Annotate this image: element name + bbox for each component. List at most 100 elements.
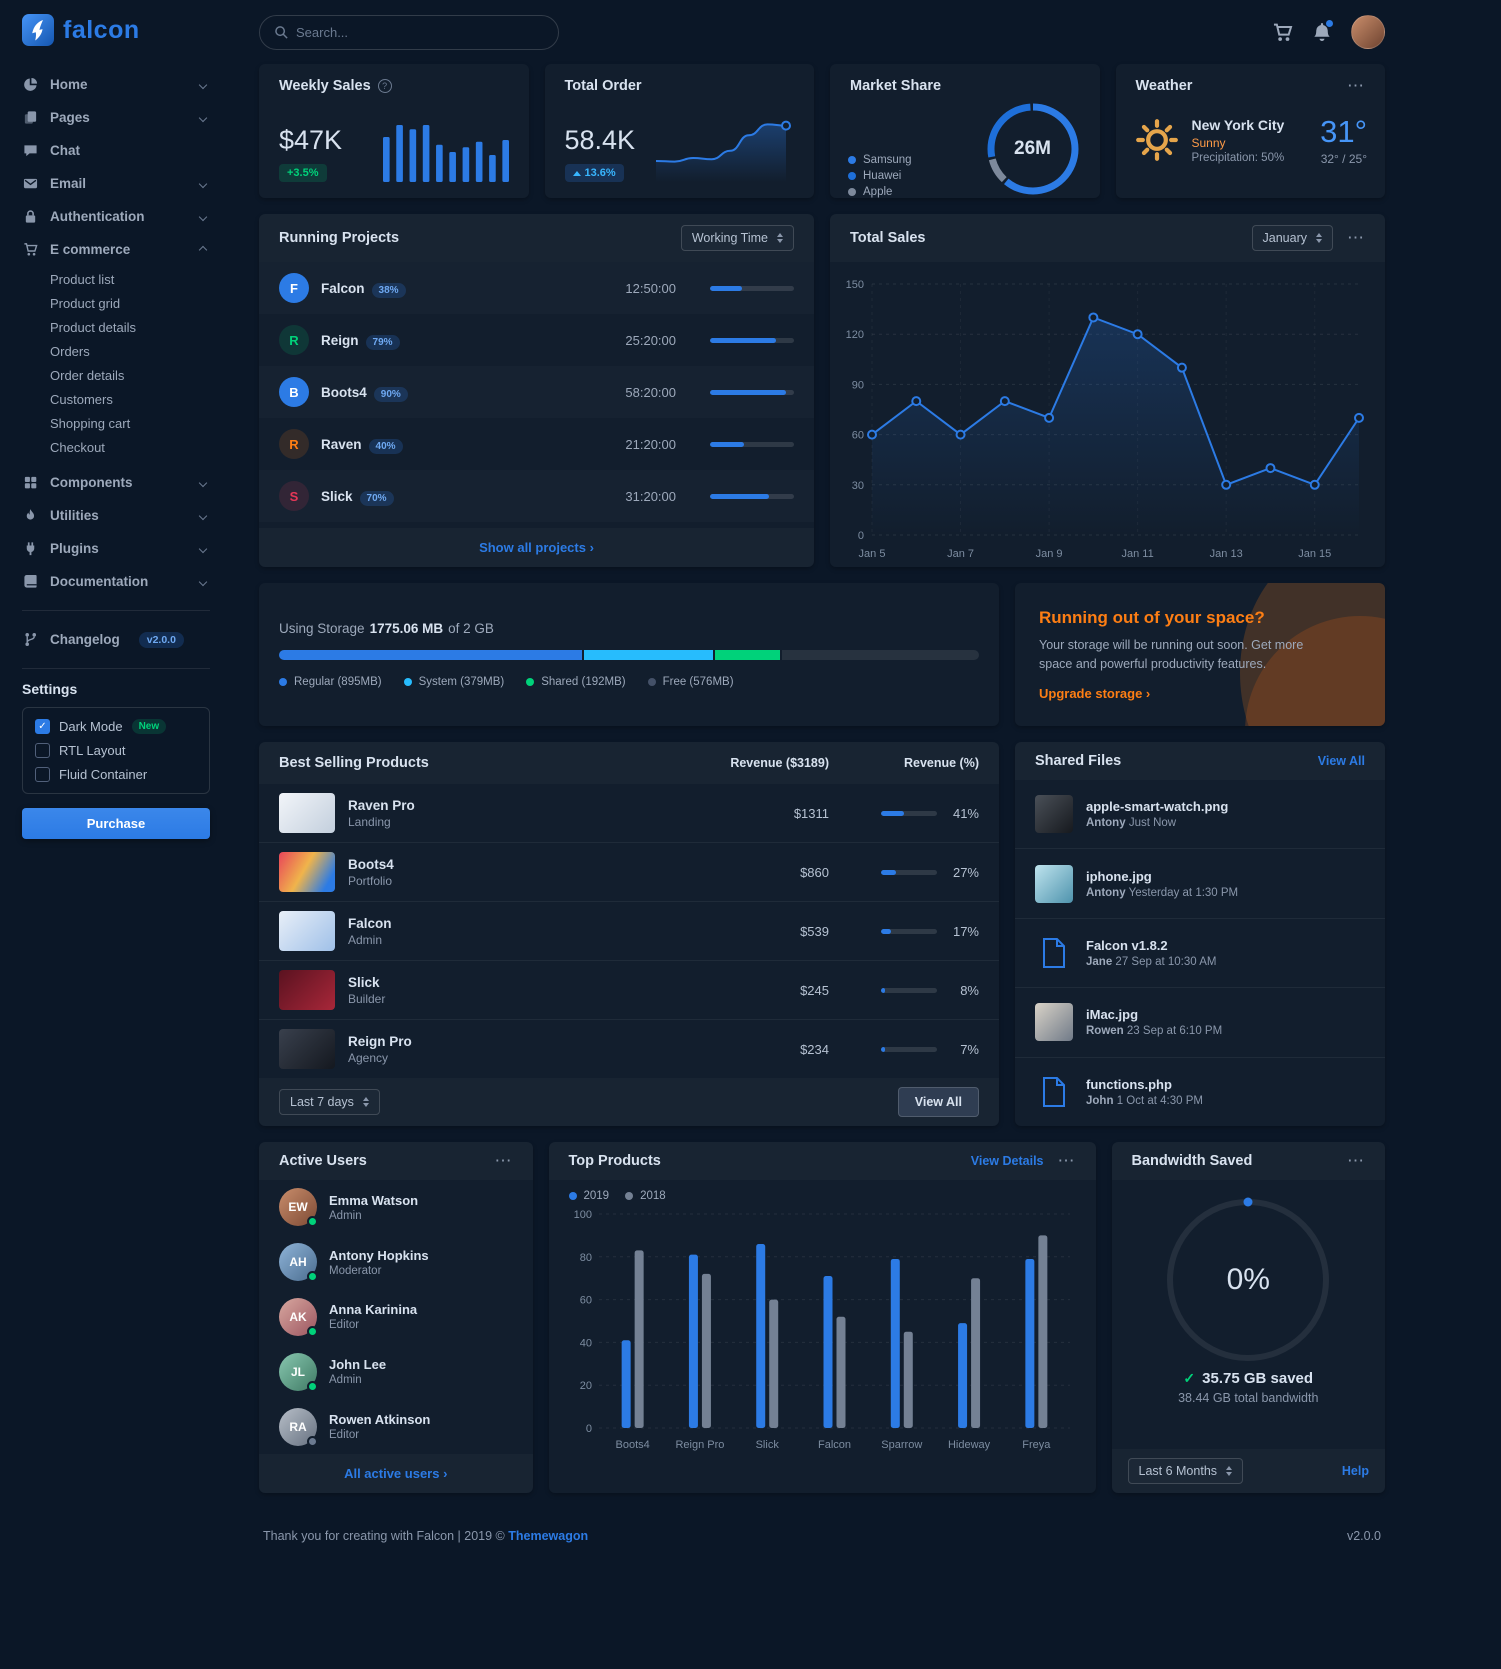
project-avatar: F bbox=[279, 273, 309, 303]
envelope-icon bbox=[22, 176, 39, 191]
svg-text:Jan 11: Jan 11 bbox=[1122, 548, 1154, 560]
sidebar-item-checkout[interactable]: Checkout bbox=[50, 440, 105, 455]
cart-icon[interactable] bbox=[1272, 22, 1293, 43]
shared-files-card: Shared Files View All apple-smart-watch.… bbox=[1015, 742, 1385, 1126]
total-order-chart bbox=[654, 108, 794, 182]
info-icon[interactable]: ? bbox=[377, 79, 392, 93]
period-select[interactable]: Last 6 Months bbox=[1127, 1458, 1244, 1484]
sidebar-item-utilities[interactable]: Utilities bbox=[22, 499, 210, 532]
falcon-logo-icon bbox=[22, 14, 54, 46]
card-title: Top Products bbox=[568, 1153, 661, 1169]
month-select[interactable]: January bbox=[1251, 225, 1333, 251]
project-name[interactable]: Falcon bbox=[321, 280, 365, 296]
ellipsis-menu-icon[interactable]: ⋯ bbox=[1347, 228, 1365, 247]
top-products-card: Top Products View Details ⋯ 2019 2018 0 2… bbox=[548, 1142, 1096, 1493]
product-name[interactable]: Raven Pro bbox=[348, 797, 415, 813]
sidebar-item-authentication[interactable]: Authentication bbox=[22, 200, 210, 233]
ellipsis-menu-icon[interactable]: ⋯ bbox=[1347, 1151, 1365, 1170]
sidebar-item-product-details[interactable]: Product details bbox=[50, 320, 136, 335]
file-name[interactable]: apple-smart-watch.png bbox=[1086, 799, 1229, 815]
dark-mode-toggle[interactable]: ✓ Dark Mode New bbox=[35, 719, 197, 734]
purchase-button[interactable]: Purchase bbox=[22, 808, 210, 839]
ellipsis-menu-icon[interactable]: ⋯ bbox=[1057, 1151, 1076, 1170]
project-name[interactable]: Reign bbox=[321, 332, 359, 348]
sidebar-item-plugins[interactable]: Plugins bbox=[22, 532, 210, 565]
sidebar-item-orders[interactable]: Orders bbox=[50, 344, 90, 359]
product-name[interactable]: Slick bbox=[348, 974, 380, 990]
file-thumbnail bbox=[1035, 1003, 1073, 1042]
date-range-select[interactable]: Last 7 days bbox=[279, 1089, 380, 1115]
sidebar-item-ecommerce[interactable]: E commerce bbox=[22, 233, 210, 266]
user-name[interactable]: Rowen Atkinson bbox=[329, 1412, 431, 1428]
user-name[interactable]: Emma Watson bbox=[329, 1192, 419, 1208]
view-all-files-link[interactable]: View All bbox=[1317, 754, 1365, 768]
user-name[interactable]: John Lee bbox=[329, 1357, 387, 1373]
settings-panel: ✓ Dark Mode New RTL Layout Fluid Contain… bbox=[22, 707, 210, 794]
sidebar-item-home[interactable]: Home bbox=[22, 68, 210, 101]
sidebar-item-changelog[interactable]: Changelog v2.0.0 bbox=[22, 623, 210, 656]
brand-link[interactable]: falcon bbox=[22, 14, 210, 46]
product-name[interactable]: Reign Pro bbox=[348, 1033, 412, 1049]
ellipsis-menu-icon[interactable]: ⋯ bbox=[1347, 76, 1365, 95]
search-box[interactable] bbox=[259, 14, 559, 50]
project-time: 21:20:00 bbox=[625, 436, 676, 452]
sidebar-item-email[interactable]: Email bbox=[22, 167, 210, 200]
user-avatar[interactable] bbox=[1351, 15, 1385, 49]
project-name[interactable]: Boots4 bbox=[321, 384, 367, 400]
file-name[interactable]: functions.php bbox=[1086, 1076, 1172, 1092]
sidebar-item-product-grid[interactable]: Product grid bbox=[50, 296, 121, 311]
project-name[interactable]: Raven bbox=[321, 436, 362, 452]
sidebar-item-shopping-cart[interactable]: Shopping cart bbox=[50, 416, 131, 431]
file-name[interactable]: iphone.jpg bbox=[1086, 868, 1152, 884]
themewagon-link[interactable]: Themewagon bbox=[508, 1529, 589, 1543]
svg-text:40: 40 bbox=[579, 1337, 591, 1349]
chevron-up-icon bbox=[198, 245, 208, 254]
storage-progress-bar bbox=[279, 650, 979, 660]
storage-segment-free bbox=[781, 650, 979, 660]
project-time: 31:20:00 bbox=[625, 488, 676, 504]
project-avatar: R bbox=[279, 325, 309, 355]
view-all-button[interactable]: View All bbox=[897, 1087, 979, 1117]
sidebar-item-chat[interactable]: Chat bbox=[22, 134, 210, 167]
revenue-bar bbox=[881, 928, 937, 934]
sidebar-item-documentation[interactable]: Documentation bbox=[22, 565, 210, 598]
sidebar-item-pages[interactable]: Pages bbox=[22, 101, 210, 134]
caret-sort-icon bbox=[1226, 1466, 1233, 1476]
user-role: Admin bbox=[329, 1374, 362, 1387]
sidebar-item-customers[interactable]: Customers bbox=[50, 392, 113, 407]
upgrade-storage-link[interactable]: Upgrade storage › bbox=[1039, 685, 1151, 701]
project-name[interactable]: Slick bbox=[321, 488, 353, 504]
svg-text:Slick: Slick bbox=[755, 1439, 779, 1451]
bottom-row: Active Users ⋯ EW Emma Watson Admin AH An… bbox=[259, 1142, 1385, 1493]
file-name[interactable]: Falcon v1.8.2 bbox=[1086, 938, 1168, 954]
project-avatar: B bbox=[279, 377, 309, 407]
user-name[interactable]: Antony Hopkins bbox=[329, 1247, 429, 1263]
search-input[interactable] bbox=[296, 24, 544, 40]
bell-icon[interactable] bbox=[1312, 20, 1333, 42]
working-time-select[interactable]: Working Time bbox=[680, 225, 794, 251]
rtl-layout-toggle[interactable]: RTL Layout bbox=[35, 743, 197, 758]
product-category: Landing bbox=[348, 814, 391, 829]
product-name[interactable]: Boots4 bbox=[348, 856, 394, 872]
product-name[interactable]: Falcon bbox=[348, 915, 392, 931]
sidebar: falcon Home Pages Chat Email Authenticat… bbox=[0, 0, 230, 1669]
copy-icon bbox=[22, 110, 39, 125]
ellipsis-menu-icon[interactable]: ⋯ bbox=[494, 1151, 513, 1170]
weather-card: Weather ⋯ New York City Sunny Precipitat… bbox=[1115, 64, 1385, 198]
sidebar-item-product-list[interactable]: Product list bbox=[50, 272, 115, 287]
card-title: Market Share bbox=[850, 78, 942, 94]
chevron-down-icon bbox=[198, 80, 208, 89]
show-all-projects-link[interactable]: Show all projects › bbox=[259, 528, 814, 567]
view-details-link[interactable]: View Details bbox=[970, 1154, 1044, 1168]
weather-precipitation: Precipitation: 50% bbox=[1191, 151, 1285, 164]
svg-text:Jan 5: Jan 5 bbox=[859, 548, 886, 560]
help-link[interactable]: Help bbox=[1341, 1464, 1369, 1478]
caret-sort-icon bbox=[362, 1097, 369, 1107]
fluid-container-toggle[interactable]: Fluid Container bbox=[35, 767, 197, 782]
sidebar-item-components[interactable]: Components bbox=[22, 466, 210, 499]
user-name[interactable]: Anna Karinina bbox=[329, 1302, 418, 1318]
status-dot bbox=[307, 1380, 318, 1392]
sidebar-item-order-details[interactable]: Order details bbox=[50, 368, 125, 383]
all-active-users-link[interactable]: All active users › bbox=[259, 1454, 533, 1493]
file-name[interactable]: iMac.jpg bbox=[1086, 1007, 1139, 1023]
